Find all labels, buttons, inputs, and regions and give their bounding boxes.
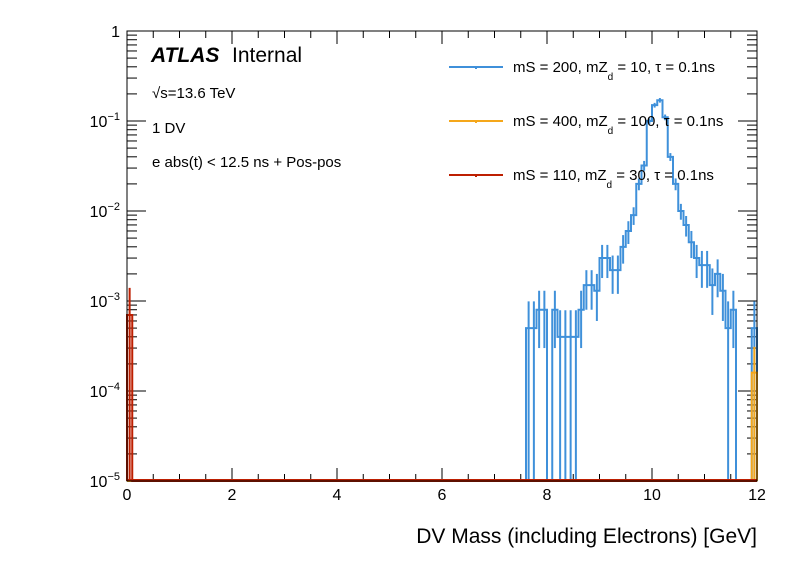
y-tick-base: 10 bbox=[90, 114, 108, 131]
series-0 bbox=[127, 98, 758, 482]
legend-label: mS = 400, mZd = 100, τ = 0.1ns bbox=[513, 113, 723, 137]
x-tick-label: 0 bbox=[123, 487, 132, 504]
x-tick-label: 10 bbox=[643, 487, 661, 504]
y-tick-labels: 110−110−210−310−410−5 bbox=[90, 24, 120, 491]
selection-label-2: e abs(t) < 12.5 ns + Pos-pos bbox=[152, 154, 341, 171]
y-tick-base: 10 bbox=[90, 204, 108, 221]
y-tick-exponent: −2 bbox=[107, 201, 120, 213]
legend-label-main: mS = 110, mZ bbox=[513, 167, 607, 184]
y-tick-label: 1 bbox=[111, 24, 120, 41]
selection-label-1: 1 DV bbox=[152, 120, 185, 137]
y-tick-label: 10−3 bbox=[90, 291, 120, 311]
x-tick-label: 8 bbox=[543, 487, 552, 504]
internal-text: Internal bbox=[232, 44, 302, 67]
legend-label-main: mS = 200, mZ bbox=[513, 59, 608, 76]
y-tick-base: 10 bbox=[90, 294, 108, 311]
legend-label: mS = 200, mZd = 10, τ = 0.1ns bbox=[513, 59, 715, 83]
legend-label: mS = 110, mZd = 30, τ = 0.1ns bbox=[513, 167, 714, 191]
legend-label-rest: = 30, τ = 0.1ns bbox=[612, 167, 714, 184]
x-tick-labels: 0 2 4 6 8 10 12 bbox=[123, 487, 766, 504]
legend-label-subscript: d bbox=[608, 126, 614, 137]
legend-label-subscript: d bbox=[607, 180, 613, 191]
histogram-line bbox=[126, 313, 757, 482]
legend-marker bbox=[475, 66, 477, 69]
histogram-line bbox=[127, 371, 758, 482]
y-tick-label: 10−4 bbox=[90, 381, 120, 401]
y-tick-exponent: −3 bbox=[107, 291, 120, 303]
y-tick-label: 10−5 bbox=[90, 471, 120, 491]
y-tick-exponent: −5 bbox=[107, 471, 120, 483]
y-tick-exponent: −1 bbox=[107, 111, 120, 123]
series-1 bbox=[127, 346, 758, 482]
series-2 bbox=[126, 287, 757, 482]
energy-label: √s=13.6 TeV bbox=[152, 85, 235, 102]
y-tick-label: 10−1 bbox=[90, 111, 120, 131]
x-axis-title: DV Mass (including Electrons) [GeV] bbox=[416, 525, 757, 548]
y-tick-label: 10−2 bbox=[90, 201, 120, 221]
y-tick-exponent: −4 bbox=[107, 381, 120, 393]
legend-marker bbox=[475, 120, 477, 123]
x-tick-label: 12 bbox=[748, 487, 766, 504]
plot-frame bbox=[126, 30, 758, 482]
legend-label-rest: = 100, τ = 0.1ns bbox=[613, 113, 723, 130]
plot-area bbox=[126, 98, 758, 482]
y-tick-base: 10 bbox=[90, 384, 108, 401]
legend-label-subscript: d bbox=[608, 72, 614, 83]
legend-label-main: mS = 400, mZ bbox=[513, 113, 608, 130]
atlas-text: ATLAS bbox=[150, 44, 219, 67]
x-tick-label: 2 bbox=[228, 487, 237, 504]
atlas-label: ATLAS Internal bbox=[150, 44, 302, 67]
legend-marker bbox=[475, 174, 477, 177]
x-tick-label: 4 bbox=[333, 487, 342, 504]
legend-label-rest: = 10, τ = 0.1ns bbox=[613, 59, 715, 76]
x-tick-label: 6 bbox=[438, 487, 447, 504]
y-tick-base: 10 bbox=[90, 474, 108, 491]
